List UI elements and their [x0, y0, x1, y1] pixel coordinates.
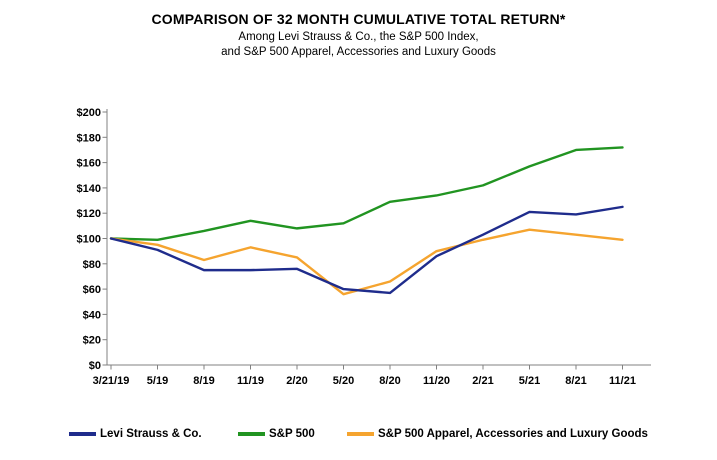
y-tick-label: $80 [83, 259, 101, 271]
legend-item-sp500: S&P 500 [238, 426, 315, 442]
x-tick-label: 8/21 [565, 375, 586, 387]
x-tick-label: 8/19 [193, 375, 214, 387]
legend-label-sp500: S&P 500 [269, 428, 315, 440]
legend-swatch-levi-strauss [69, 432, 96, 436]
legend-swatch-sp500-apparel [347, 432, 374, 436]
y-tick-label: $60 [83, 284, 101, 296]
x-tick-label: 2/20 [286, 375, 307, 387]
x-tick-label: 11/21 [609, 375, 636, 387]
x-tick-label: 5/19 [147, 375, 168, 387]
y-tick-label: $160 [77, 158, 101, 170]
x-tick-label: 5/21 [519, 375, 540, 387]
legend-item-sp500-apparel: S&P 500 Apparel, Accessories and Luxury … [347, 426, 648, 442]
legend-label-sp500-apparel: S&P 500 Apparel, Accessories and Luxury … [378, 428, 648, 440]
x-tick-label: 2/21 [472, 375, 493, 387]
chart-subtitle-line1: Among Levi Strauss & Co., the S&P 500 In… [238, 31, 479, 43]
y-tick-label: $100 [77, 234, 101, 246]
x-tick-label: 8/20 [379, 375, 400, 387]
y-tick-label: $120 [77, 208, 101, 220]
x-tick-label: 3/21/19 [93, 375, 130, 387]
y-tick-label: $20 [83, 335, 101, 347]
series-line-levi-strauss-co [109, 205, 624, 295]
x-tick-label: 5/20 [333, 375, 354, 387]
x-tick-label: 11/19 [237, 375, 264, 387]
y-tick-label: $40 [83, 309, 101, 321]
series-line-s-p-500-apparel-accessories-and-luxury-goods [109, 228, 624, 296]
y-tick-label: $200 [77, 107, 101, 119]
series-line-s-p-500 [109, 146, 624, 241]
legend-item-levi-strauss: Levi Strauss & Co. [69, 426, 202, 442]
chart-title: COMPARISON OF 32 MONTH CUMULATIVE TOTAL … [151, 11, 566, 27]
chart-subtitle-line2: and S&P 500 Apparel, Accessories and Lux… [221, 46, 496, 58]
y-tick-label: $180 [77, 132, 101, 144]
x-tick-label: 11/20 [423, 375, 450, 387]
chart-legend: Levi Strauss & Co. S&P 500 S&P 500 Appar… [0, 426, 717, 444]
y-tick-label: $140 [77, 183, 101, 195]
chart-header: COMPARISON OF 32 MONTH CUMULATIVE TOTAL … [0, 11, 717, 60]
legend-swatch-sp500 [238, 432, 265, 436]
legend-label-levi-strauss: Levi Strauss & Co. [100, 428, 202, 440]
y-tick-label: $0 [89, 360, 101, 372]
